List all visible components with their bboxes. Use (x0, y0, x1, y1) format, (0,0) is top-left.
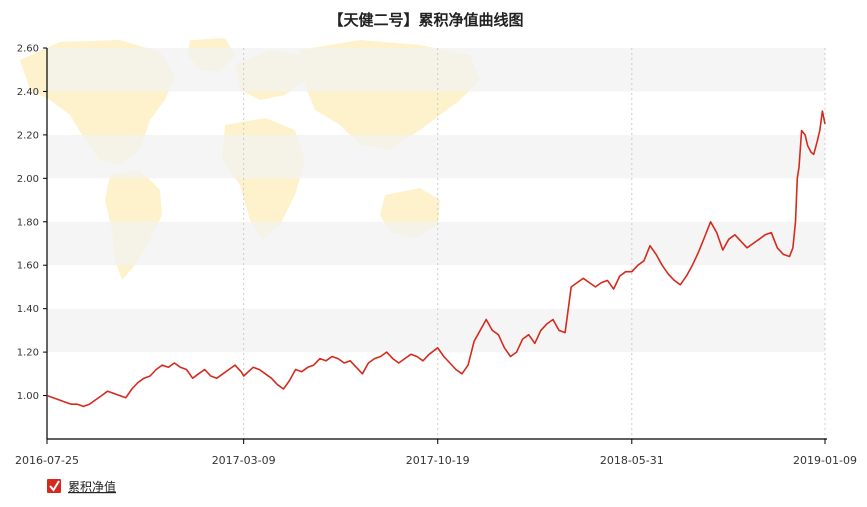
y-tick-label: 1.20 (17, 348, 39, 359)
x-tick-labels: 2016-07-25 2017-03-09 2017-10-19 2018-05-31… (15, 439, 857, 467)
series-line-nav (46, 110, 826, 408)
y-grid-bands (47, 48, 825, 353)
y-tick-label: 2.40 (17, 87, 39, 98)
y-tick-label: 1.60 (17, 261, 39, 272)
y-tick-label: 2.00 (17, 174, 39, 185)
axes (46, 48, 827, 440)
grid-band (47, 308, 825, 353)
x-tick-label: 2018-05-31 (600, 454, 664, 467)
y-tick-label: 2.20 (17, 130, 39, 141)
x-tick-label: 2017-10-19 (406, 454, 470, 467)
legend[interactable]: 累积净值 (47, 479, 116, 494)
grid-band (47, 134, 825, 179)
x-tick-label: 2017-03-09 (212, 454, 276, 467)
y-tick-label: 1.00 (17, 391, 39, 402)
check-icon (49, 480, 60, 492)
y-tick-labels: 1.00 1.20 1.40 1.60 1.80 2.00 2.20 2.40 2.60 (17, 44, 47, 402)
y-tick-label: 1.80 (17, 217, 39, 228)
legend-label[interactable]: 累积净值 (68, 479, 116, 494)
grid-band (47, 48, 825, 92)
x-grid-lines (243, 48, 826, 439)
y-tick-label: 2.60 (17, 44, 39, 55)
chart-title: 【天健二号】累积净值曲线图 (328, 11, 523, 29)
y-tick-label: 1.40 (17, 304, 39, 315)
x-tick-label: 2016-07-25 (15, 454, 79, 467)
x-tick-label: 2019-01-09 (793, 454, 857, 467)
